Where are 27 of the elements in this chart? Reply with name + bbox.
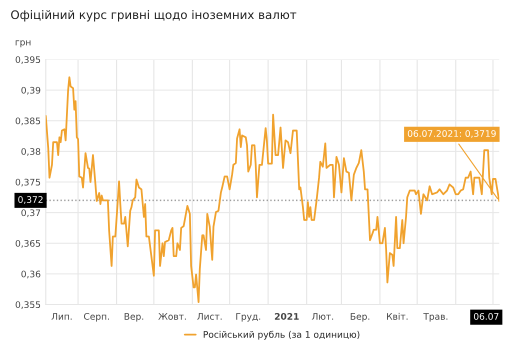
y-tick-label: 0,39 <box>21 86 40 95</box>
y-tick-label: 0,395 <box>16 56 40 64</box>
x-tick-label: Вер. <box>124 313 144 322</box>
x-tick-label: Серп. <box>84 312 109 322</box>
x-tick-label: Квіт. <box>387 312 408 320</box>
ref-line-label: 0,372 <box>18 196 43 204</box>
x-tick-label: Лип. <box>52 313 72 320</box>
x-tick-label: Трав. <box>423 313 448 322</box>
y-tick-label: 0,375 <box>16 178 40 186</box>
x-tick-label: Груд. <box>236 313 260 322</box>
y-tick-label: 0,36 <box>21 270 40 278</box>
x-tick-label: 06.07 <box>474 312 498 320</box>
x-tick-label: Бер. <box>350 313 370 322</box>
x-tick-label: Лют. <box>312 313 334 320</box>
line-series <box>46 76 500 303</box>
y-tick-label: 0,38 <box>21 148 40 156</box>
y-tick-label: 0,385 <box>16 117 40 126</box>
x-tick-label: Жовт. <box>158 313 186 320</box>
x-tick-label: 2021 <box>274 312 299 320</box>
x-tick-label: Лист. <box>197 313 222 320</box>
y-tick-label: 0,37 <box>21 209 40 218</box>
y-tick-label: 0,355 <box>16 301 40 309</box>
annotation: 06.07.2021: 0,3719 <box>408 130 496 138</box>
y-axis-title: грн <box>16 40 30 48</box>
y-tick-label: 0,365 <box>16 240 40 248</box>
chart-title: Офіційний курс гривні щодо іноземних валют <box>11 10 296 22</box>
legend-label: Російський рубль (за 1 одиницю) <box>204 330 360 340</box>
